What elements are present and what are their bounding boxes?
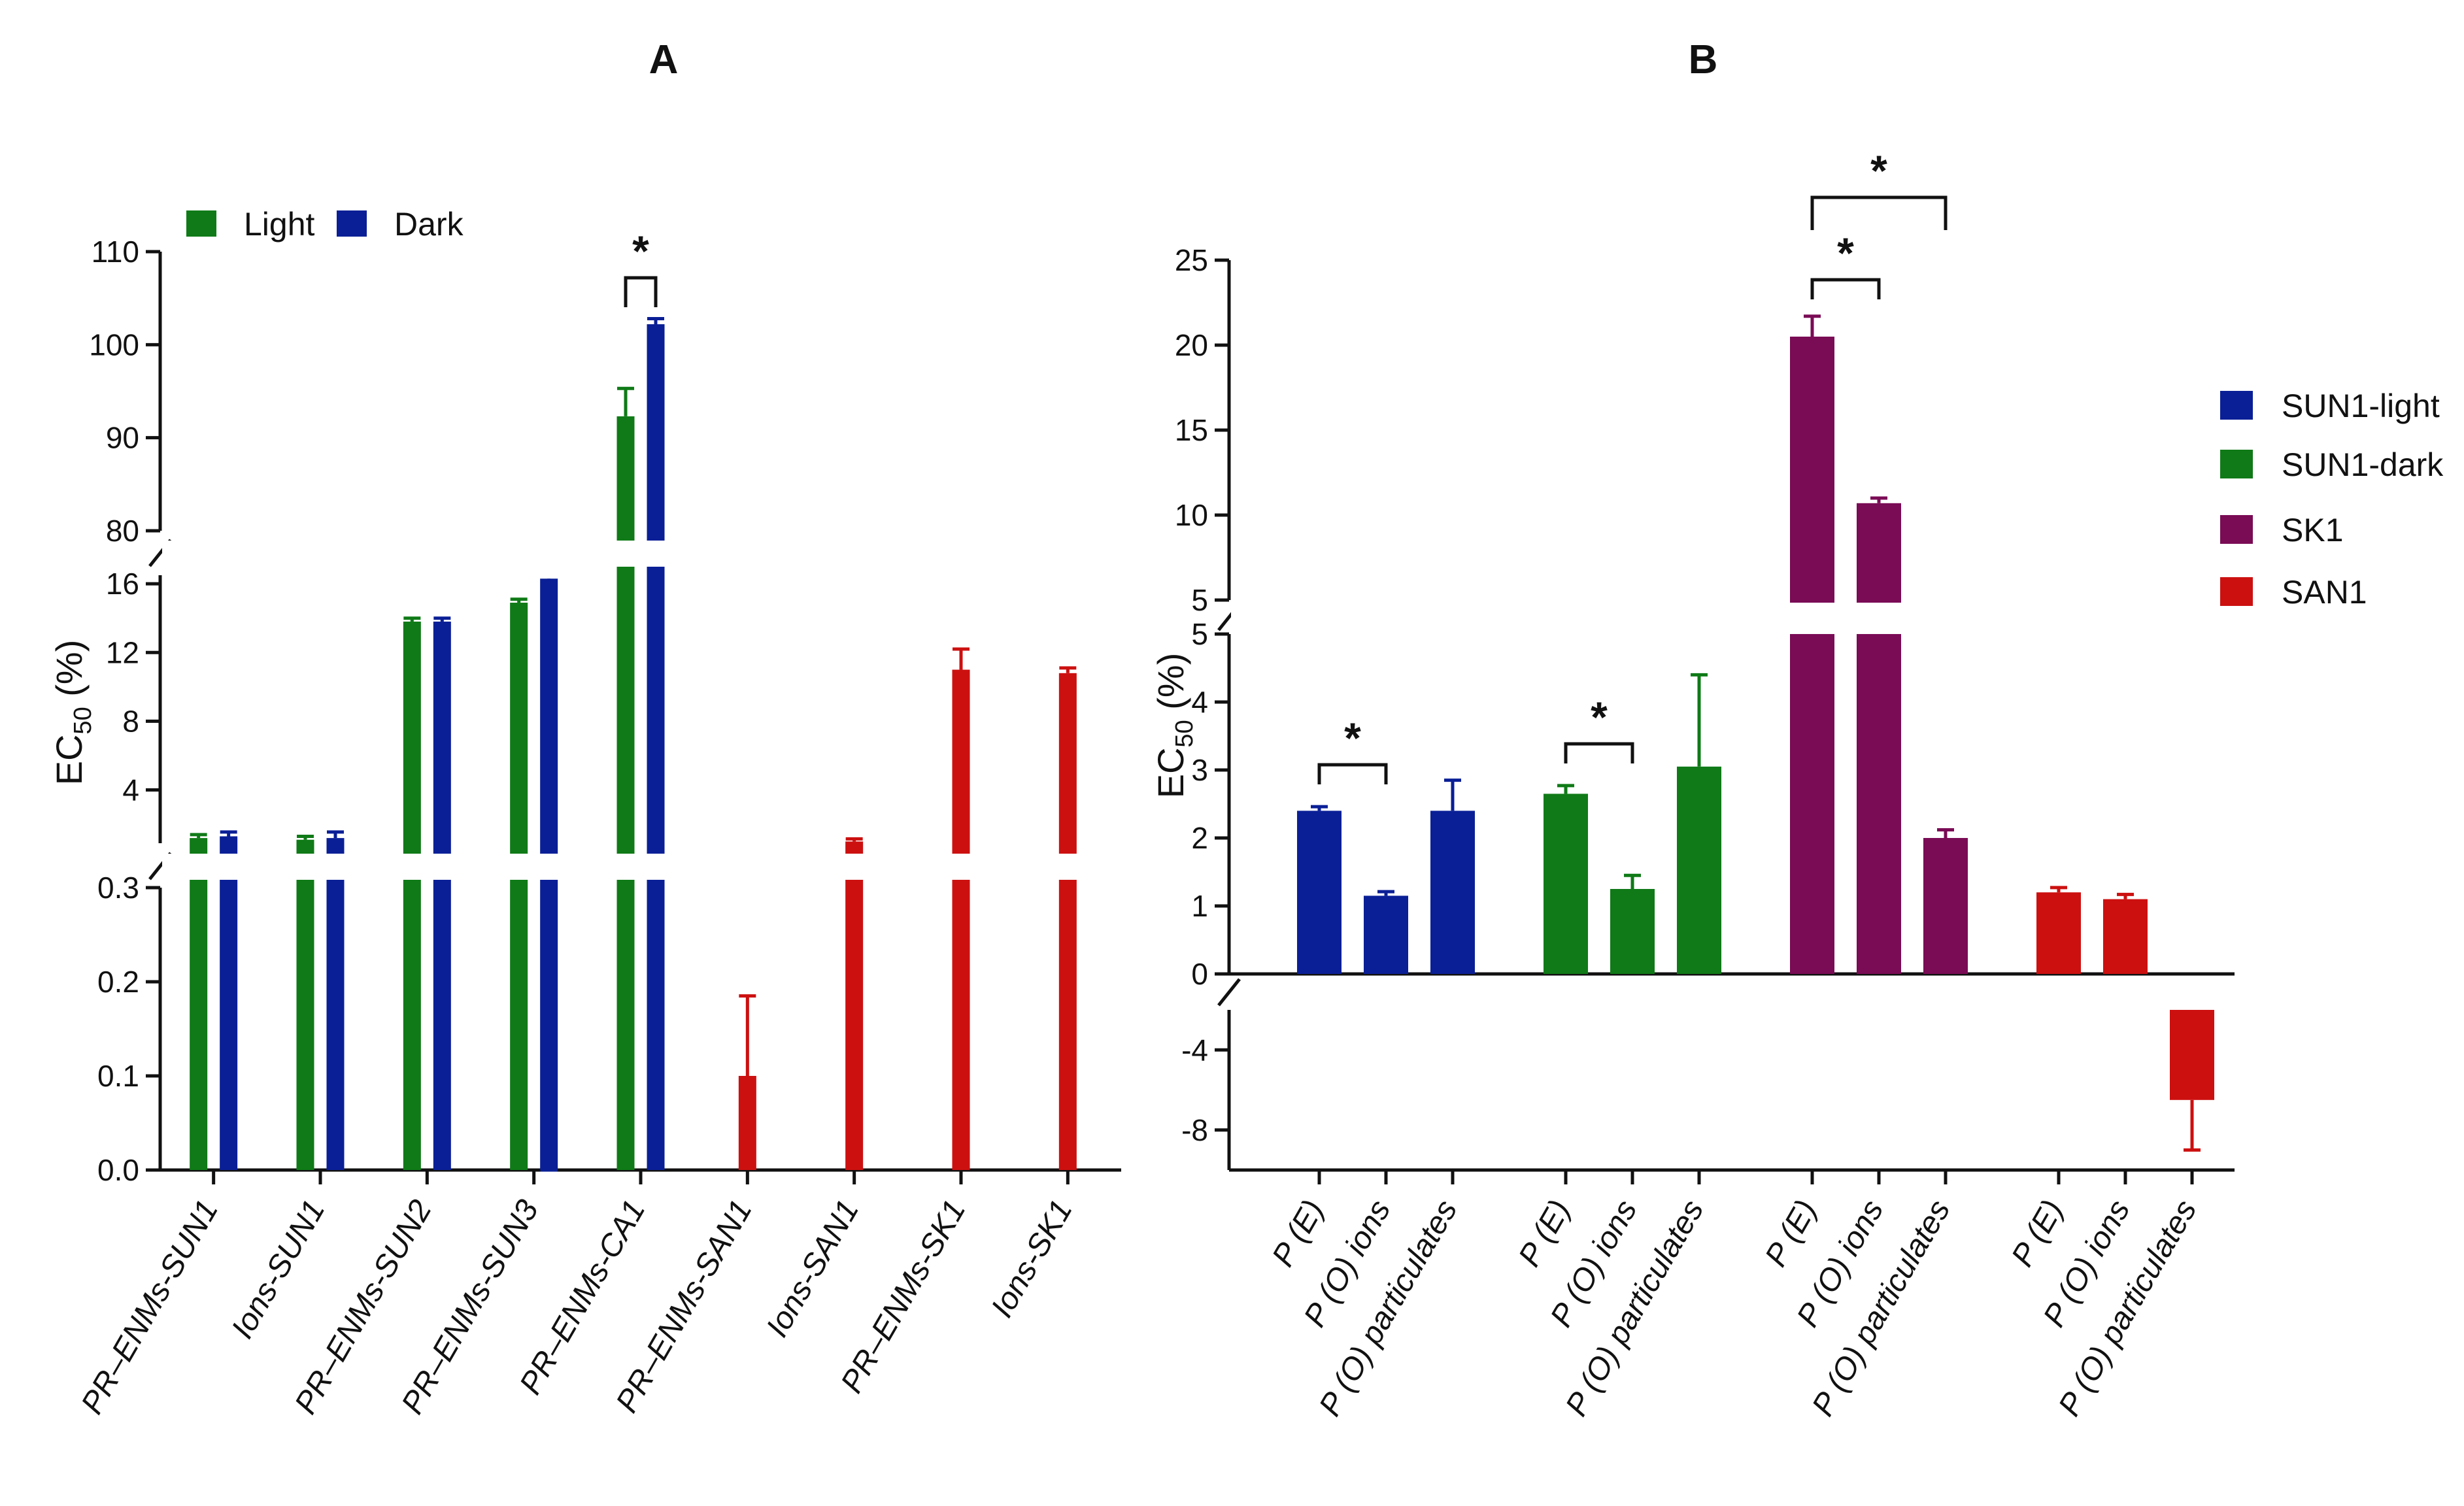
panel-b-title: B	[1689, 37, 1718, 82]
y-tick-label: -8	[1181, 1113, 1208, 1147]
y-label-unit: (%)	[1150, 653, 1191, 720]
y-tick-label: 110	[92, 235, 139, 269]
bar	[326, 838, 345, 1170]
bar	[1923, 838, 1968, 974]
bar	[1857, 503, 1901, 974]
y-tick-label: 8	[122, 704, 139, 738]
y-tick-label: 0.0	[97, 1153, 139, 1187]
x-category-label: Ions-SK1	[985, 1194, 1079, 1323]
bar	[1544, 794, 1588, 974]
y-tick-label: 90	[106, 421, 139, 455]
y-tick-label: 16	[106, 567, 139, 601]
bar	[1364, 895, 1408, 974]
bar	[2170, 1010, 2214, 1100]
x-category-label: Ions-SAN1	[760, 1194, 866, 1343]
bar	[647, 324, 665, 1170]
panel-a-title: A	[649, 37, 679, 82]
x-category-label: P (E)	[1759, 1194, 1824, 1273]
y-tick-label: 0.3	[97, 871, 139, 905]
y-label-sub: 50	[69, 707, 97, 734]
legend-label: SUN1-dark	[2282, 446, 2444, 483]
legend-label: SAN1	[2282, 574, 2367, 611]
significance-star: *	[632, 227, 649, 275]
y-label-unit: (%)	[48, 640, 90, 707]
legend-swatch	[2220, 515, 2253, 544]
significance-bracket	[1810, 278, 1881, 299]
axis-break-mark	[1217, 978, 1241, 1007]
significance-bracket	[1810, 195, 1948, 230]
legend-swatch	[186, 210, 216, 237]
bar	[220, 836, 238, 1170]
bar	[2103, 899, 2148, 974]
y-tick-label: -4	[1181, 1033, 1208, 1067]
break-band	[1231, 603, 2236, 634]
break-band	[162, 541, 1123, 567]
x-category-label: P (E)	[1512, 1194, 1578, 1273]
y-tick-label: 12	[106, 635, 139, 669]
x-category-label: P (E)	[2005, 1194, 2070, 1273]
bar	[616, 416, 635, 1171]
y-tick-label: 0.1	[97, 1059, 139, 1093]
x-category-label: P (E)	[1266, 1194, 1331, 1273]
bar	[2036, 892, 2081, 974]
y-tick-label: 10	[1175, 498, 1208, 532]
x-category-label: PR–ENMs-SUN1	[75, 1194, 225, 1420]
significance-star: *	[1591, 693, 1608, 741]
y-tick-label: 4	[1191, 685, 1208, 719]
y-tick-label: 0.2	[97, 965, 139, 999]
y-tick-label: 25	[1175, 243, 1208, 277]
y-tick-label: 0	[1191, 957, 1208, 991]
bar	[1610, 889, 1655, 974]
legend-swatch	[337, 210, 367, 237]
bar	[845, 841, 864, 1170]
legend-label: Dark	[394, 206, 464, 243]
y-tick-label: 5	[1191, 617, 1208, 651]
y-tick-label: 5	[1191, 583, 1208, 617]
y-tick-label: 1	[1191, 889, 1208, 923]
y-tick-label: 80	[106, 514, 139, 548]
legend-label: Light	[244, 206, 315, 243]
significance-bracket	[624, 276, 658, 307]
significance-star: *	[1870, 146, 1887, 195]
bar	[296, 839, 314, 1170]
bar	[1297, 811, 1342, 974]
legend-swatch	[2220, 577, 2253, 606]
bar	[510, 603, 528, 1170]
legend-swatch	[2220, 450, 2253, 478]
y-tick-label: 20	[1175, 328, 1208, 362]
legend-label: SUN1-light	[2282, 388, 2440, 424]
legend-label: SK1	[2282, 512, 2344, 548]
bar	[1790, 337, 1834, 974]
bar	[433, 621, 451, 1170]
y-tick-label: 15	[1175, 413, 1208, 447]
significance-star: *	[1837, 229, 1854, 277]
bar	[403, 621, 421, 1170]
y-tick-label: 2	[1191, 821, 1208, 855]
y-label-sub: 50	[1171, 720, 1198, 747]
x-category-label: Ions-SUN1	[225, 1194, 331, 1345]
significance-bracket	[1564, 742, 1634, 763]
bar	[952, 669, 970, 1170]
significance-star: *	[1344, 714, 1361, 762]
y-axis-label: EC50 (%)	[48, 640, 97, 786]
y-label-main: EC	[1150, 748, 1191, 799]
y-axis-label: EC50 (%)	[1150, 653, 1198, 799]
y-label-main: EC	[48, 735, 90, 786]
significance-bracket	[1317, 763, 1388, 784]
break-band	[162, 854, 1123, 880]
y-tick-label: 100	[89, 327, 139, 361]
bar	[190, 838, 208, 1170]
bar	[1058, 673, 1077, 1170]
y-tick-label: 4	[122, 773, 139, 807]
y-tick-label: 3	[1191, 753, 1208, 787]
bar	[738, 1076, 756, 1170]
bar	[1677, 766, 1721, 974]
bar	[1430, 811, 1475, 974]
legend-swatch	[2220, 391, 2253, 420]
